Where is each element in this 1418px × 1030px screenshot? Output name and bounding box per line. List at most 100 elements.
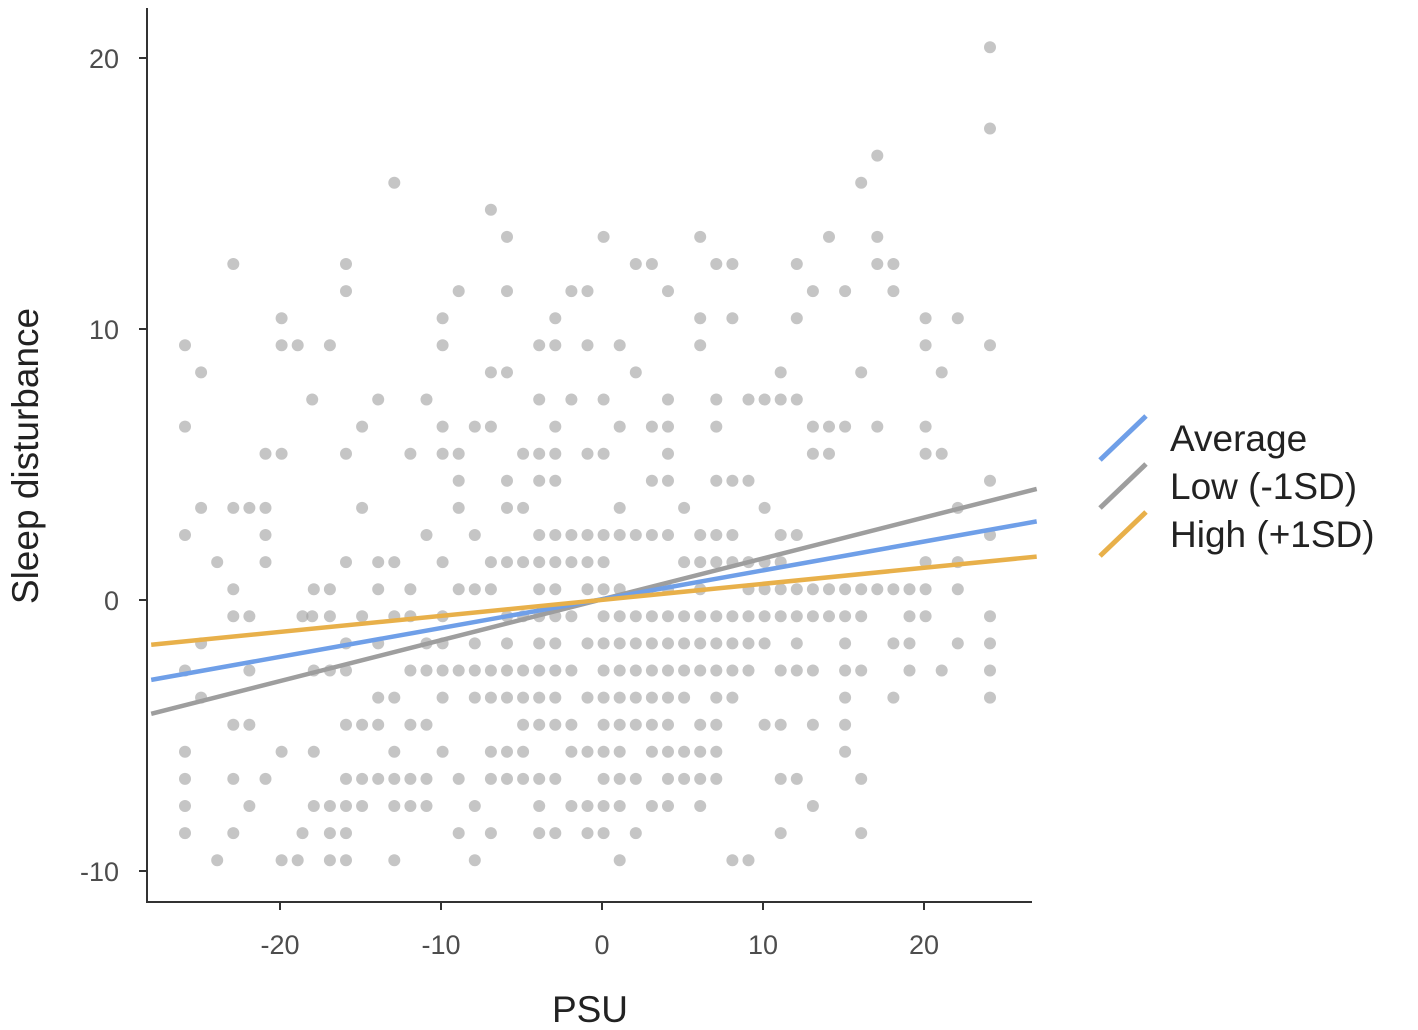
data-point [984,474,996,487]
data-point [581,800,594,812]
data-point [549,827,562,840]
data-point [806,285,819,298]
data-point [549,664,562,677]
data-point [565,393,578,406]
data-point [774,664,787,677]
data-point [340,664,352,677]
data-point [372,556,385,569]
data-point [356,420,369,433]
data-point [468,854,481,867]
data-point [597,610,610,623]
data-point [613,339,626,352]
data-point [694,610,707,623]
data-point [436,420,449,433]
data-point [533,637,546,650]
data-point [307,745,320,758]
data-point [839,637,852,650]
data-point [356,501,369,514]
data-point [356,800,369,812]
x-axis-title: PSU [552,989,628,1030]
data-point [806,800,819,812]
data-point [774,772,787,785]
data-point [307,800,320,812]
data-point [340,827,352,840]
data-point [984,637,996,650]
scatter-points [179,41,996,867]
data-point [710,691,723,704]
data-point [597,718,610,731]
data-point [662,529,674,541]
data-point [581,556,594,569]
data-point [806,583,819,596]
data-point [919,583,932,596]
data-point [356,610,369,623]
data-point [517,501,530,514]
data-point [694,339,707,352]
data-point [243,800,256,812]
data-point [662,447,674,460]
data-point [839,718,852,731]
data-point [581,339,594,352]
data-point [613,501,626,514]
data-point [613,420,626,433]
data-point [291,854,304,867]
data-point [662,285,674,298]
data-point [951,583,964,596]
data-point [565,664,578,677]
y-ticks: -10 0 10 20 [80,44,147,887]
data-point [629,258,642,270]
data-point [468,420,481,433]
y-tick-label: 20 [89,44,119,74]
data-point [484,366,497,379]
data-point [243,610,256,623]
data-point [710,556,723,569]
data-point [243,664,256,677]
data-point [726,610,739,623]
data-point [581,285,594,298]
data-point [565,610,578,623]
data-point [662,393,674,406]
data-point [388,800,401,812]
legend: Average Low (-1SD) High (+1SD) [1098,414,1375,558]
legend-swatch [1098,414,1148,462]
data-point [323,610,336,623]
legend-label: Average [1170,418,1307,459]
data-point [436,339,449,352]
data-point [742,664,755,677]
data-point [565,745,578,758]
data-point [484,827,497,840]
data-point [839,420,852,433]
data-point [839,583,852,596]
data-point [340,854,352,867]
data-point [179,745,191,758]
data-point [806,664,819,677]
data-point [420,718,433,731]
data-point [484,772,497,785]
data-point [227,718,240,731]
data-point [726,312,739,325]
data-point [323,583,336,596]
data-point [613,718,626,731]
data-point [340,258,352,270]
data-point [195,366,208,379]
data-point [420,529,433,541]
data-point [613,529,626,541]
data-point [774,366,787,379]
data-point [726,664,739,677]
data-point [452,583,465,596]
data-point [372,718,385,731]
data-point [436,691,449,704]
data-point [790,312,803,325]
legend-label: Low (-1SD) [1170,466,1357,507]
data-point [501,637,513,650]
data-point [296,827,309,840]
legend-swatch [1098,510,1148,558]
data-point [726,691,739,704]
data-point [404,664,417,677]
data-point [823,447,835,460]
data-point [726,854,739,867]
data-point [774,827,787,840]
data-point [597,529,610,541]
data-point [662,691,674,704]
data-point [645,800,658,812]
